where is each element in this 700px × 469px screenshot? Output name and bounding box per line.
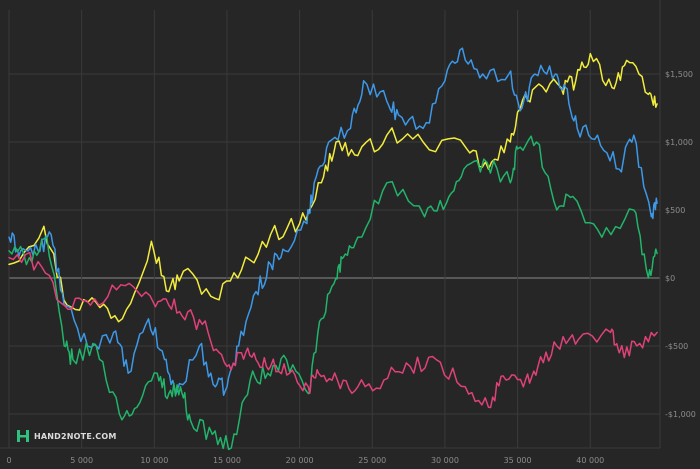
x-tick-label: 25 000 — [358, 456, 386, 465]
x-tick-label: 0 — [6, 456, 11, 465]
y-tick-label: $1,500 — [665, 70, 693, 79]
y-tick-label: $0 — [665, 274, 675, 283]
logo-text: HAND2NOTE.COM — [34, 431, 117, 441]
x-tick-label: 30 000 — [431, 456, 459, 465]
series-line-4 — [8, 251, 658, 409]
x-tick-label: 40 000 — [576, 456, 604, 465]
x-tick-label: 5 000 — [70, 456, 93, 465]
series-line-2 — [8, 47, 658, 396]
y-tick-label: -$1,000 — [665, 410, 696, 419]
series-lines — [8, 47, 658, 451]
y-tick-label: $1,000 — [665, 138, 693, 147]
hand2note-logo: HAND2NOTE.COM — [16, 429, 116, 443]
hand2note-logo-icon — [17, 430, 29, 442]
series-line-3 — [8, 135, 658, 451]
series-line-1 — [8, 52, 658, 323]
x-tick-label: 35 000 — [504, 456, 532, 465]
y-tick-label: $500 — [665, 206, 685, 215]
y-tick-label: -$500 — [665, 342, 688, 351]
x-tick-label: 15 000 — [213, 456, 241, 465]
x-tick-label: 10 000 — [140, 456, 168, 465]
x-tick-label: 20 000 — [286, 456, 314, 465]
